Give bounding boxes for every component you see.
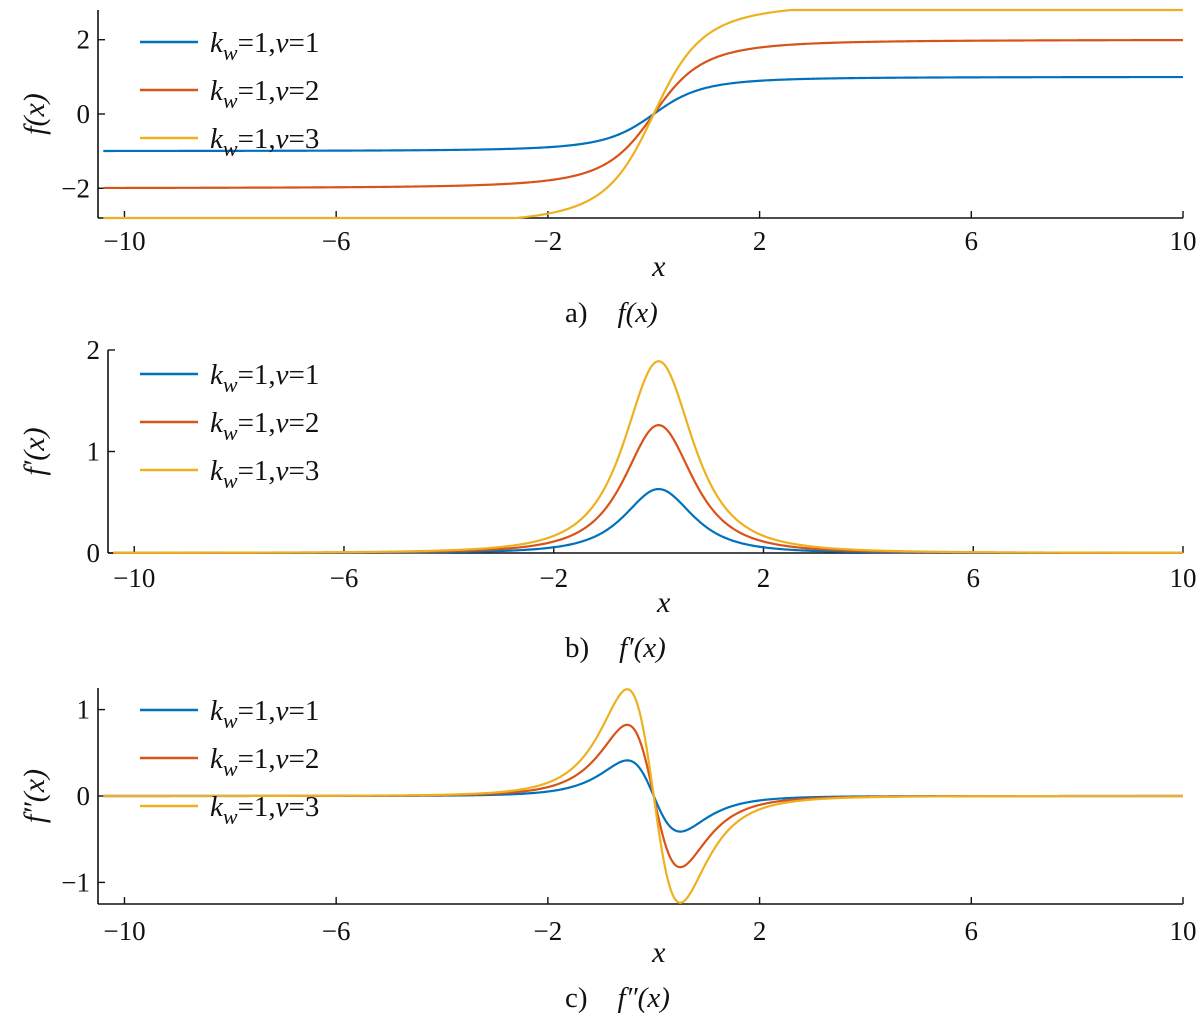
x-tick-label: −6	[322, 916, 351, 946]
x-tick-label: 10	[1170, 563, 1197, 593]
series-line-2	[113, 424, 1183, 554]
y-tick-label: 0	[77, 99, 91, 129]
caption-panel-c: c) f″(x)	[565, 982, 670, 1014]
y-tick-label: −2	[61, 173, 90, 203]
x-tick-label: −6	[330, 563, 359, 593]
x-axis-label: x	[651, 936, 666, 969]
caption-panel-a: a) f(x)	[565, 297, 658, 329]
x-tick-label: 2	[753, 226, 767, 256]
y-axis-label: f′(x)	[18, 427, 51, 475]
y-tick-label: 0	[87, 538, 101, 568]
series-line-3	[103, 688, 1183, 904]
y-tick-label: 2	[87, 335, 101, 365]
x-tick-label: −6	[322, 226, 351, 256]
x-tick-label: 2	[757, 563, 771, 593]
series-line-3	[103, 8, 1183, 220]
x-tick-label: 10	[1170, 226, 1197, 256]
legend-label-1: kw=1,v=1	[210, 359, 319, 397]
y-axis-label: f(x)	[18, 93, 51, 135]
y-axis-label: f″(x)	[18, 769, 51, 823]
panel-a: −10 −6 −2 2 6 10 −2 0 2 x f(x) kw=1,v=1 kw=1,v=2 kw=1…	[18, 8, 1197, 329]
y-tick-label: 1	[87, 437, 101, 467]
x-axis-label: x	[651, 250, 666, 283]
series-line-3	[113, 360, 1183, 554]
y-tick-label: 2	[77, 25, 91, 55]
x-tick-label: 2	[753, 916, 767, 946]
x-axis-label: x	[656, 586, 671, 619]
x-tick-label: −2	[534, 916, 563, 946]
legend-label-2: kw=1,v=2	[210, 407, 319, 445]
x-tick-label: 10	[1170, 916, 1197, 946]
panel-c: −10 −6 −2 2 6 10−101xf″(x)kw=1,v=1kw=1,v=2kw=…	[18, 688, 1197, 1014]
legend-label-3: kw=1,v=3	[210, 123, 319, 161]
series-line-1	[113, 487, 1183, 555]
panel-b: −10 −6 −2 2 6 10 0 1 2 x f′(x) kw=1,v=1 kw=1,v=2 kw=1…	[18, 335, 1197, 664]
x-tick-label: 6	[965, 916, 979, 946]
legend-label-1: kw=1,v=1	[210, 695, 319, 733]
series-line-1	[103, 75, 1183, 153]
x-tick-label: −2	[534, 226, 563, 256]
x-tick-label: 6	[965, 226, 979, 256]
legend-label-2: kw=1,v=2	[210, 75, 319, 113]
y-tick-label: 1	[77, 695, 91, 725]
y-tick-label: −1	[61, 867, 90, 897]
legend-label-1: kw=1,v=1	[210, 27, 319, 65]
x-tick-label: −10	[103, 226, 145, 256]
x-tick-label: −10	[113, 563, 155, 593]
x-tick-label: −10	[103, 916, 145, 946]
legend-label-3: kw=1,v=3	[210, 455, 319, 493]
x-tick-label: −2	[539, 563, 568, 593]
y-tick-label: 0	[77, 781, 91, 811]
legend-label-2: kw=1,v=2	[210, 743, 319, 781]
caption-panel-b: b) f′(x)	[565, 632, 666, 664]
x-tick-label: 6	[966, 563, 980, 593]
legend-label-3: kw=1,v=3	[210, 791, 319, 829]
series-line-2	[103, 38, 1184, 190]
